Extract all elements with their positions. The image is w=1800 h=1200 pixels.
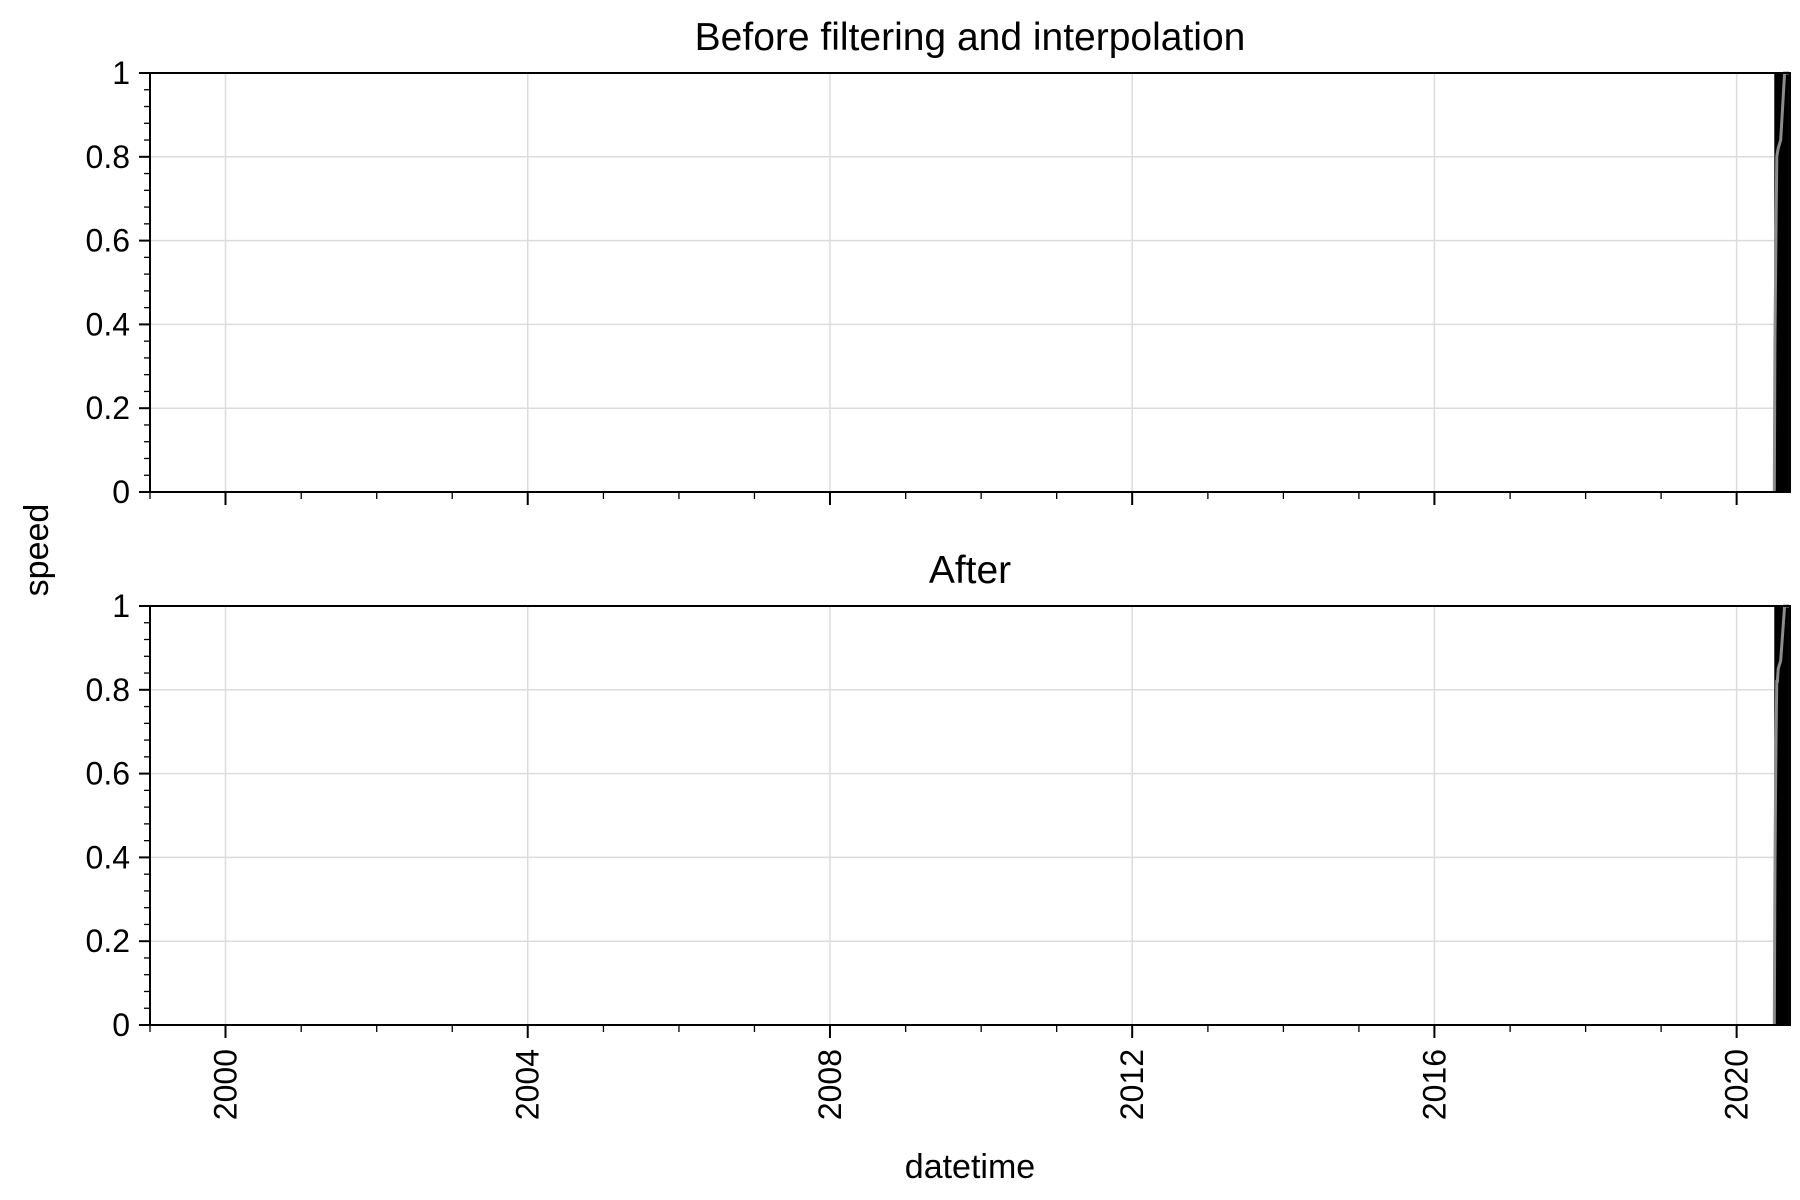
chart-title: After (929, 549, 1011, 592)
y-tick-label: 1 (112, 588, 130, 624)
y-tick-label: 0.4 (86, 839, 130, 875)
y-tick-label: 0.4 (86, 306, 130, 342)
y-tick-label: 0 (112, 474, 130, 510)
series-line (1772, 604, 1789, 1026)
plot-frame (149, 72, 1791, 493)
chart-title: Before filtering and interpolation (695, 16, 1246, 59)
x-axis-label: datetime (905, 1148, 1035, 1186)
x-tick-label: 2004 (510, 1049, 546, 1120)
bottom-chart-panel: After 0 0.2 0.4 0.6 0.8 1 2000 2004 2008 2012 2016 2… (86, 549, 1791, 1120)
y-axis-label: speed (18, 504, 56, 597)
y-tick-label: 0.2 (86, 390, 130, 426)
y-tick-label: 1 (112, 55, 130, 91)
y-tick-label: 0.2 (86, 923, 130, 959)
series-line (1772, 71, 1789, 493)
top-chart-panel: Before filtering and interpolation 0 0.2 0.… (86, 16, 1791, 510)
plot-frame (149, 605, 1791, 1026)
x-tick-label: 2016 (1416, 1049, 1452, 1120)
y-tick-label: 0.6 (86, 756, 130, 792)
x-tick-label: 2000 (208, 1049, 244, 1120)
y-tick-label: 0.6 (86, 223, 130, 259)
y-tick-label: 0.8 (86, 139, 130, 175)
x-tick-label: 2020 (1719, 1049, 1755, 1120)
y-tick-label: 0.8 (86, 672, 130, 708)
x-tick-label: 2012 (1114, 1049, 1150, 1120)
data-fill-block (1774, 606, 1789, 1025)
x-tick-label: 2008 (812, 1049, 848, 1120)
y-tick-label: 0 (112, 1007, 130, 1043)
